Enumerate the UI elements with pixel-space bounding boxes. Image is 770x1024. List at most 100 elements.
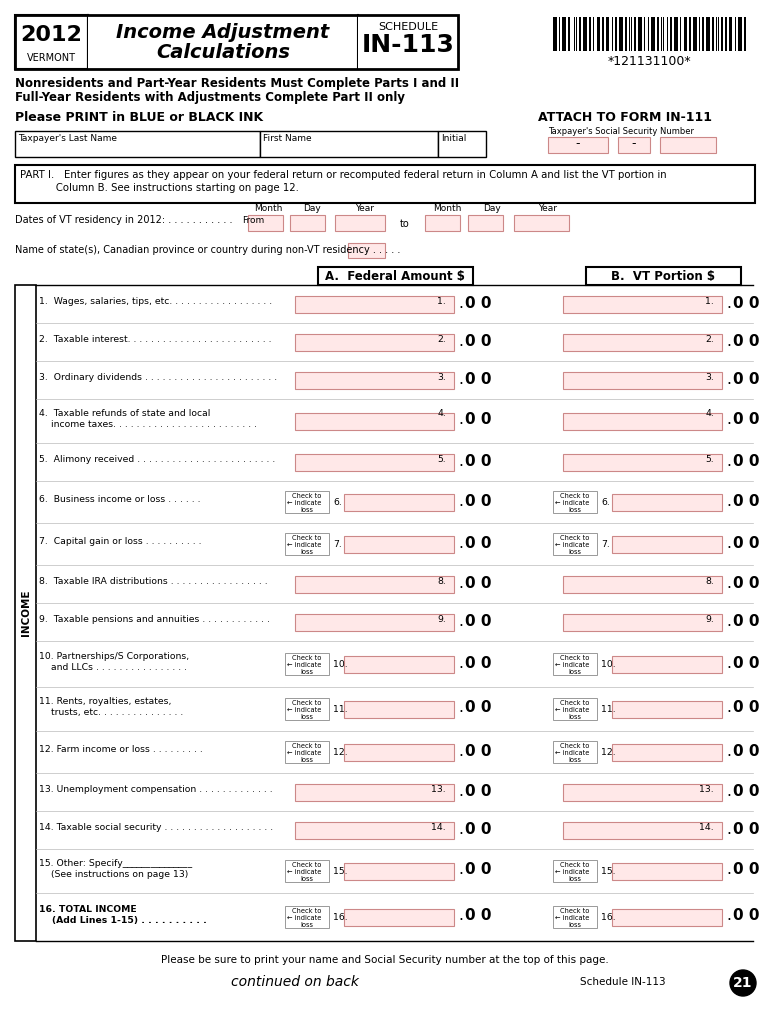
Bar [685,17,687,51]
Bar [553,17,554,51]
Text: 15. Other: Specify_______________: 15. Other: Specify_______________ [39,859,192,868]
Bar [661,17,662,51]
Bar [553,906,597,928]
Bar [612,536,722,553]
Bar [15,15,458,69]
Bar [580,17,581,51]
Text: 7.: 7. [333,540,342,549]
Text: 0 0: 0 0 [465,862,491,878]
Text: 0 0: 0 0 [733,908,759,924]
Text: loss: loss [300,922,313,928]
Text: Month: Month [254,204,282,213]
Text: Check to: Check to [561,535,590,541]
Text: 6.: 6. [333,498,342,507]
Text: .: . [726,413,731,427]
Text: 16.: 16. [333,913,347,922]
Text: 5.  Alimony received . . . . . . . . . . . . . . . . . . . . . . . .: 5. Alimony received . . . . . . . . . . … [39,456,275,465]
Text: ← indicate: ← indicate [287,662,321,668]
Bar [295,413,454,429]
Text: ← indicate: ← indicate [287,542,321,548]
Text: .: . [726,655,731,671]
Bar [702,17,704,51]
Text: 2.  Taxable interest. . . . . . . . . . . . . . . . . . . . . . . . .: 2. Taxable interest. . . . . . . . . . .… [39,336,272,344]
Text: ← indicate: ← indicate [287,707,321,713]
Bar [285,490,329,513]
Text: loss: loss [300,507,313,513]
Text: 0 0: 0 0 [733,613,759,629]
Text: ← indicate: ← indicate [555,662,589,668]
Text: 21: 21 [733,976,753,990]
Text: Check to: Check to [293,862,322,868]
Bar [729,17,731,51]
Text: loss: loss [568,876,581,882]
Text: .: . [458,908,463,924]
Text: First Name: First Name [263,134,312,143]
Text: 15.: 15. [333,867,347,876]
Text: 0 0: 0 0 [465,372,491,386]
Text: 0 0: 0 0 [465,454,491,469]
Bar [598,17,600,51]
Text: .: . [458,454,463,469]
Text: ← indicate: ← indicate [287,500,321,506]
Text: ← indicate: ← indicate [555,542,589,548]
Text: loss: loss [300,549,313,555]
Bar [553,860,597,882]
Text: ← indicate: ← indicate [555,750,589,756]
Text: and LLCs . . . . . . . . . . . . . . . .: and LLCs . . . . . . . . . . . . . . . . [39,663,187,672]
Bar [612,655,722,673]
Text: INCOME: INCOME [21,590,31,636]
Text: loss: loss [300,714,313,720]
Text: 2.: 2. [437,336,446,344]
Text: .: . [458,334,463,348]
Bar [285,741,329,763]
Text: ← indicate: ← indicate [555,707,589,713]
Bar [295,821,454,839]
Bar [295,454,454,470]
Bar [735,17,736,51]
Bar [638,17,640,51]
Text: Check to: Check to [561,493,590,499]
Text: .: . [458,413,463,427]
Bar [295,783,454,801]
Text: 3.: 3. [437,374,446,383]
Bar [651,17,653,51]
Bar [295,613,454,631]
Bar [628,17,631,51]
Bar [674,17,676,51]
Text: ATTACH TO FORM IN-111: ATTACH TO FORM IN-111 [538,111,712,124]
Text: Year: Year [538,204,557,213]
Bar [563,613,722,631]
Text: 0 0: 0 0 [465,821,491,837]
Bar [248,215,283,231]
Text: 0 0: 0 0 [733,821,759,837]
Text: .: . [458,296,463,310]
Text: .: . [458,862,463,878]
Text: Dates of VT residency in 2012: . . . . . . . . . . .: Dates of VT residency in 2012: . . . . .… [15,215,233,225]
Bar [563,296,722,312]
Text: -: - [631,137,636,150]
Bar [608,17,610,51]
Text: .: . [458,575,463,591]
Text: 2012: 2012 [20,25,82,45]
Text: Check to: Check to [293,908,322,914]
Text: .: . [726,494,731,509]
Text: .: . [726,821,731,837]
Text: loss: loss [568,757,581,763]
Bar [698,17,700,51]
Text: 8.: 8. [705,578,714,587]
Text: loss: loss [568,714,581,720]
Text: 0 0: 0 0 [465,575,491,591]
Bar [619,17,621,51]
Bar [348,243,385,258]
Bar [358,15,458,69]
Text: Check to: Check to [293,655,322,662]
Text: 15.: 15. [601,867,615,876]
Text: .: . [458,655,463,671]
Text: 4.: 4. [437,409,446,418]
Text: Check to: Check to [293,535,322,541]
Bar [625,17,627,51]
Text: 0 0: 0 0 [733,296,759,310]
Bar [606,17,608,51]
Text: Check to: Check to [561,743,590,749]
Text: 0 0: 0 0 [733,655,759,671]
